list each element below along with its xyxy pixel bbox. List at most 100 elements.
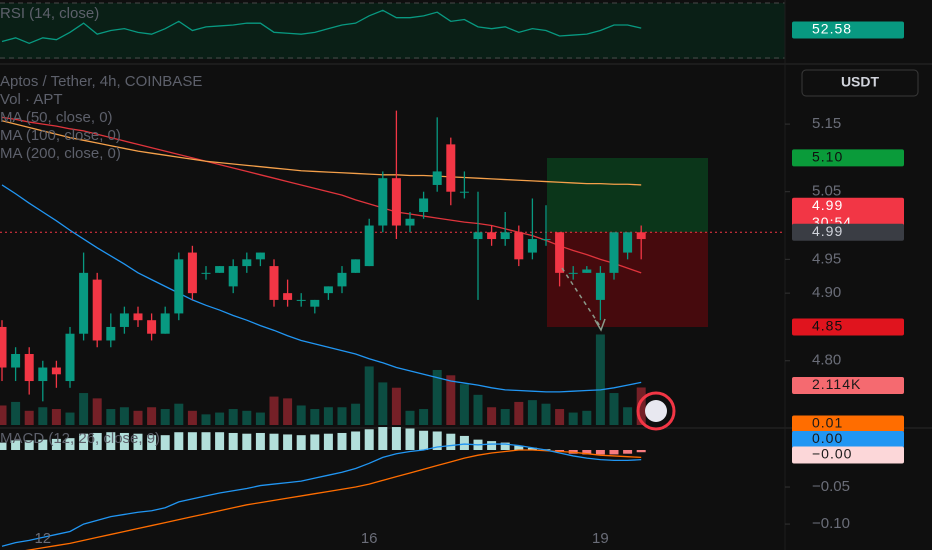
rsi-band [0,3,785,59]
volume-bar [269,396,279,425]
macd-histogram-bar [215,432,225,450]
currency-label: USDT [841,74,880,90]
macd-title: MACD (12, 26, close, 9) [0,430,160,447]
candle-body [364,225,374,267]
macd-histogram-bar [351,431,361,450]
volume-bar [364,366,374,425]
candle-body [487,232,497,240]
candle-body [147,320,157,334]
target-label-box [792,149,904,167]
stop-label: 4.85 [812,318,843,334]
legend-item: MA (200, close, 0) [0,145,121,162]
volume-bar [514,401,524,425]
flag-icon [645,400,667,422]
volume-bar [106,409,116,425]
volume-bar [595,334,605,425]
candle-body [446,144,456,192]
labels: 4.80 4.90 4.95 5.05 5.15 −0.05 −0.10 12 16 19 5.10… [34,21,904,547]
macd-histogram-bar [65,438,75,450]
candle-body [473,232,483,240]
volume-bar [296,405,306,425]
macd-histogram-bar [514,445,524,450]
macd-line [1,443,642,547]
macd-tick-label: −0.10 [812,515,850,532]
macd-histogram-bar [432,431,442,450]
last-price-label: 4.99 [812,197,843,213]
volume-bar [255,412,265,425]
macd-histogram-bar [446,433,456,450]
rsi-title: RSI (14, close) [0,5,99,22]
volume-bar [500,409,510,425]
macd-histogram-bar [147,435,157,450]
macd-histogram-bar [555,450,565,452]
candle-body [242,259,252,267]
macd-histogram-bar [487,441,497,450]
macd-histogram-bar [623,450,633,454]
candle-body [187,252,197,294]
legend-item: MA (50, close, 0) [0,109,113,126]
macd-histogram-bar [364,429,374,450]
currency-button[interactable] [801,69,919,97]
macd-histogram-bar [391,427,401,450]
volume-bar [527,400,537,425]
macd-histogram-bar [160,435,170,450]
macd-histogram-bar [0,442,7,450]
candle-body [541,239,551,241]
volume-bar [378,382,388,425]
candle-body [215,266,225,273]
volume-bar [160,409,170,425]
macd-histogram-bar [201,432,211,450]
volume-bar [351,403,361,425]
macd-histogram-bar [228,432,238,450]
volume-bar [432,369,442,425]
volume-bar [323,407,333,425]
volume-bar [65,412,75,425]
macd-histogram-bar [595,450,605,455]
candle-body [269,266,279,300]
volume-label-box [792,376,904,394]
volume-bar [473,394,483,425]
volume-bar [92,398,102,425]
macd-value-label: 0.00 [812,430,843,446]
macd-histogram-bar [174,432,184,450]
volume-bar [419,409,429,425]
macd-histogram-bar [92,432,102,450]
candle-body [133,313,143,321]
volume-bar [187,410,197,425]
macd-histogram-bar [500,442,510,450]
volume-bar [51,409,61,425]
x-tick-label: 12 [34,530,51,547]
volume-bar [11,401,21,425]
moving-average [1,116,642,274]
macd-histogram-bar [187,432,197,450]
target-label: 5.10 [812,149,843,165]
volume-bar [201,414,211,425]
last-price-label-box [792,197,904,232]
volume-bar [133,410,143,425]
macd-value-label-box [792,431,904,448]
volume-bar [0,405,7,425]
y-tick-label: 4.90 [812,284,841,301]
macd-histogram-bar [79,433,89,450]
rsi-label: 52.58 [812,21,852,37]
candle-body [636,232,646,240]
stop-label-box [792,318,904,336]
macd-histogram-bar [310,434,320,450]
candle-body [609,232,619,273]
macd-histogram-bar [527,447,537,450]
candle-body [160,313,170,334]
macd-histogram-bar [51,438,61,450]
volume-bar [215,412,225,425]
macd-histogram-bar [582,450,592,455]
volume-bar [174,403,184,425]
macd-value-label-box [792,415,904,433]
volume-bar [337,407,347,425]
macd-histogram-bar [283,434,293,450]
x-tick-label: 16 [361,530,378,547]
macd-histogram-bar [11,440,21,450]
candle-body [582,269,592,273]
arrow-head [594,318,606,332]
candle-body [51,367,61,375]
volume-bar [38,407,48,425]
candle-body [391,178,401,226]
